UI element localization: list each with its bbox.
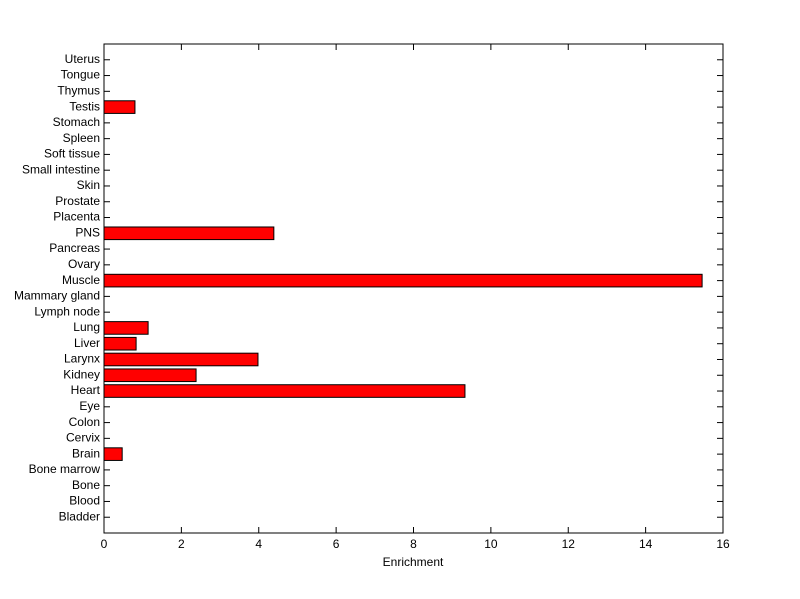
y-tick-label: Bladder [59,509,100,523]
y-tick-label: Placenta [53,210,100,224]
y-tick-label: Thymus [57,83,100,97]
x-tick-label: 2 [178,537,185,551]
x-tick-label: 16 [716,537,730,551]
bar [103,321,149,335]
bar [103,336,137,351]
y-tick-label: Mammary gland [14,289,100,303]
x-tick-label: 0 [101,537,108,551]
x-tick-label: 12 [562,537,576,551]
x-tick-label: 4 [255,537,262,551]
plot-area [104,44,723,533]
y-tick-label: Brain [72,446,100,460]
y-tick-label: Skin [77,178,100,192]
bar [103,384,466,398]
y-tick-label: Stomach [53,115,100,129]
bar [103,273,703,288]
x-tick-label: 6 [333,537,340,551]
y-tick-label: Testis [69,99,100,113]
bar [103,447,123,461]
bar [103,100,136,114]
y-tick-label: Soft tissue [44,147,100,161]
bar [103,226,275,241]
y-tick-label: Eye [79,399,100,413]
y-tick-label: PNS [75,225,100,239]
y-tick-label: Cervix [66,431,100,445]
y-tick-label: Spleen [63,131,100,145]
y-tick-label: Bone [72,478,100,492]
x-tick-label: 10 [484,537,498,551]
y-tick-label: Small intestine [22,162,100,176]
y-tick-label: Colon [69,415,100,429]
y-tick-label: Pancreas [49,241,100,255]
y-tick-label: Larynx [64,352,100,366]
y-tick-label: Liver [74,336,100,350]
bar [103,352,259,367]
plot-frame [103,43,724,534]
bar [103,368,197,383]
y-tick-label: Tongue [61,68,101,82]
x-tick-label: 8 [410,537,417,551]
y-tick-label: Lung [73,320,100,334]
y-tick-label: Muscle [62,273,100,287]
y-tick-label: Blood [69,494,100,508]
y-tick-label: Ovary [68,257,100,271]
y-tick-label: Bone marrow [29,462,101,476]
y-tick-label: Lymph node [34,304,100,318]
y-tick-label: Heart [71,383,101,397]
y-tick-label: Uterus [65,52,100,66]
x-axis-label: Enrichment [383,555,444,569]
x-tick-label: 14 [639,537,653,551]
y-tick-label: Prostate [55,194,100,208]
y-tick-label: Kidney [63,367,100,381]
